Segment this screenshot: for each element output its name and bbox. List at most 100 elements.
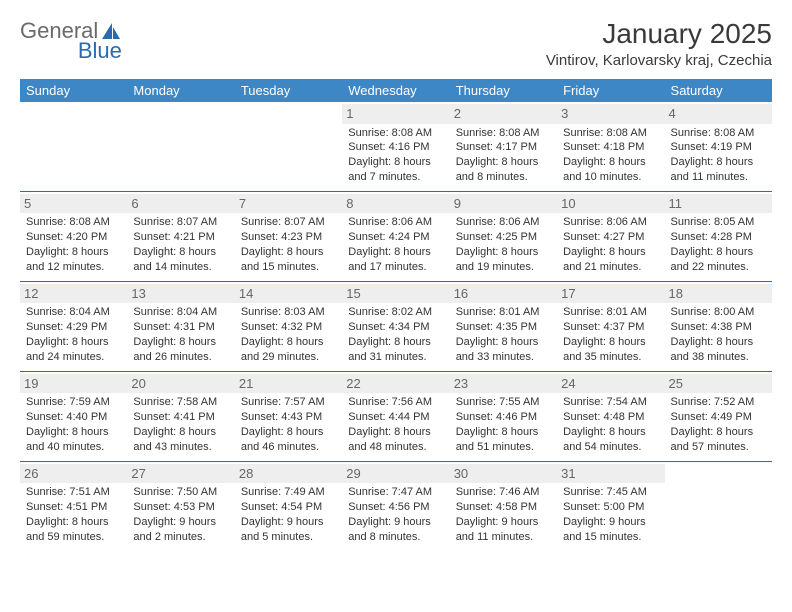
day-info-line: Sunset: 4:44 PM [348,410,443,425]
calendar-cell: 26Sunrise: 7:51 AMSunset: 4:51 PMDayligh… [20,461,127,550]
day-info-line: Sunrise: 8:06 AM [563,215,658,230]
day-info-line: Sunset: 4:18 PM [563,140,658,155]
calendar-cell: 5Sunrise: 8:08 AMSunset: 4:20 PMDaylight… [20,191,127,281]
calendar-cell: 18Sunrise: 8:00 AMSunset: 4:38 PMDayligh… [665,281,772,371]
day-info-line: Sunrise: 8:00 AM [671,305,766,320]
day-info-line: Sunrise: 8:08 AM [348,126,443,141]
day-info-line: Daylight: 8 hours [133,335,228,350]
calendar-cell-empty [235,102,342,191]
day-info-line: Daylight: 9 hours [456,515,551,530]
day-info-line: Sunrise: 7:45 AM [563,485,658,500]
day-info-line: Sunrise: 8:06 AM [348,215,443,230]
day-info-line: and 2 minutes. [133,530,228,545]
day-info-line: Daylight: 8 hours [456,155,551,170]
day-number: 31 [557,464,664,484]
day-number: 28 [235,464,342,484]
calendar-cell: 21Sunrise: 7:57 AMSunset: 4:43 PMDayligh… [235,371,342,461]
day-info-line: Sunset: 4:37 PM [563,320,658,335]
day-number: 6 [127,194,234,214]
calendar-cell: 19Sunrise: 7:59 AMSunset: 4:40 PMDayligh… [20,371,127,461]
day-info-line: Sunset: 4:49 PM [671,410,766,425]
day-info-line: Sunrise: 7:50 AM [133,485,228,500]
day-info-line: Sunset: 4:25 PM [456,230,551,245]
day-info-line: Sunset: 4:48 PM [563,410,658,425]
day-number: 30 [450,464,557,484]
day-info-line: Daylight: 8 hours [456,425,551,440]
day-info-line: Sunrise: 7:46 AM [456,485,551,500]
calendar-cell: 29Sunrise: 7:47 AMSunset: 4:56 PMDayligh… [342,461,449,550]
day-info-line: Daylight: 8 hours [348,155,443,170]
day-info-line: Sunrise: 8:08 AM [671,126,766,141]
day-info-line: Sunset: 4:32 PM [241,320,336,335]
calendar-week-row: 12Sunrise: 8:04 AMSunset: 4:29 PMDayligh… [20,281,772,371]
page-title: January 2025 [546,18,772,50]
day-number: 14 [235,284,342,304]
day-info-line: and 7 minutes. [348,170,443,185]
day-info-line: Daylight: 8 hours [671,155,766,170]
day-info-line: Daylight: 9 hours [241,515,336,530]
location: Vintirov, Karlovarsky kraj, Czechia [546,52,772,69]
day-info-line: Sunrise: 7:56 AM [348,395,443,410]
day-info-line: Sunset: 5:00 PM [563,500,658,515]
calendar-cell: 7Sunrise: 8:07 AMSunset: 4:23 PMDaylight… [235,191,342,281]
day-info-line: Daylight: 8 hours [133,425,228,440]
day-info-line: Sunrise: 8:07 AM [241,215,336,230]
day-number: 29 [342,464,449,484]
weekday-header: Saturday [665,79,772,102]
day-number: 3 [557,104,664,124]
logo-line2: GeneBlue [24,38,122,64]
day-info-line: Daylight: 8 hours [671,335,766,350]
day-info-line: Daylight: 8 hours [671,245,766,260]
day-number: 26 [20,464,127,484]
calendar-cell: 17Sunrise: 8:01 AMSunset: 4:37 PMDayligh… [557,281,664,371]
day-number: 20 [127,374,234,394]
weekday-header: Monday [127,79,234,102]
day-info-line: and 21 minutes. [563,260,658,275]
weekday-header: Sunday [20,79,127,102]
day-info-line: Daylight: 8 hours [133,245,228,260]
day-info-line: and 5 minutes. [241,530,336,545]
day-info-line: Sunset: 4:40 PM [26,410,121,425]
calendar-table: SundayMondayTuesdayWednesdayThursdayFrid… [20,79,772,551]
day-number: 12 [20,284,127,304]
day-info-line: Daylight: 9 hours [563,515,658,530]
weekday-header: Thursday [450,79,557,102]
day-info-line: Sunset: 4:29 PM [26,320,121,335]
title-block: January 2025 Vintirov, Karlovarsky kraj,… [546,18,772,69]
calendar-cell: 1Sunrise: 8:08 AMSunset: 4:16 PMDaylight… [342,102,449,191]
weekday-header: Wednesday [342,79,449,102]
day-info-line: Daylight: 8 hours [26,515,121,530]
calendar-cell: 13Sunrise: 8:04 AMSunset: 4:31 PMDayligh… [127,281,234,371]
calendar-cell-empty [20,102,127,191]
day-info-line: Daylight: 9 hours [348,515,443,530]
calendar-cell: 6Sunrise: 8:07 AMSunset: 4:21 PMDaylight… [127,191,234,281]
day-number: 19 [20,374,127,394]
day-info-line: Daylight: 8 hours [563,335,658,350]
day-info-line: and 8 minutes. [456,170,551,185]
calendar-cell: 31Sunrise: 7:45 AMSunset: 5:00 PMDayligh… [557,461,664,550]
day-info-line: and 11 minutes. [456,530,551,545]
day-info-line: Sunrise: 8:01 AM [563,305,658,320]
day-number: 10 [557,194,664,214]
day-info-line: Sunset: 4:24 PM [348,230,443,245]
day-info-line: and 35 minutes. [563,350,658,365]
calendar-cell: 11Sunrise: 8:05 AMSunset: 4:28 PMDayligh… [665,191,772,281]
day-number: 16 [450,284,557,304]
day-info-line: and 17 minutes. [348,260,443,275]
day-info-line: and 59 minutes. [26,530,121,545]
day-info-line: Daylight: 8 hours [348,245,443,260]
day-info-line: and 14 minutes. [133,260,228,275]
day-info-line: Sunset: 4:54 PM [241,500,336,515]
day-info-line: Sunset: 4:53 PM [133,500,228,515]
day-number: 2 [450,104,557,124]
logo-text-blue: Blue [78,38,122,64]
calendar-cell: 3Sunrise: 8:08 AMSunset: 4:18 PMDaylight… [557,102,664,191]
day-info-line: Daylight: 8 hours [563,425,658,440]
day-info-line: Daylight: 8 hours [563,245,658,260]
day-info-line: Sunset: 4:27 PM [563,230,658,245]
day-info-line: Sunrise: 8:03 AM [241,305,336,320]
day-info-line: Daylight: 8 hours [241,425,336,440]
day-info-line: and 31 minutes. [348,350,443,365]
day-info-line: and 43 minutes. [133,440,228,455]
day-info-line: Sunrise: 7:55 AM [456,395,551,410]
